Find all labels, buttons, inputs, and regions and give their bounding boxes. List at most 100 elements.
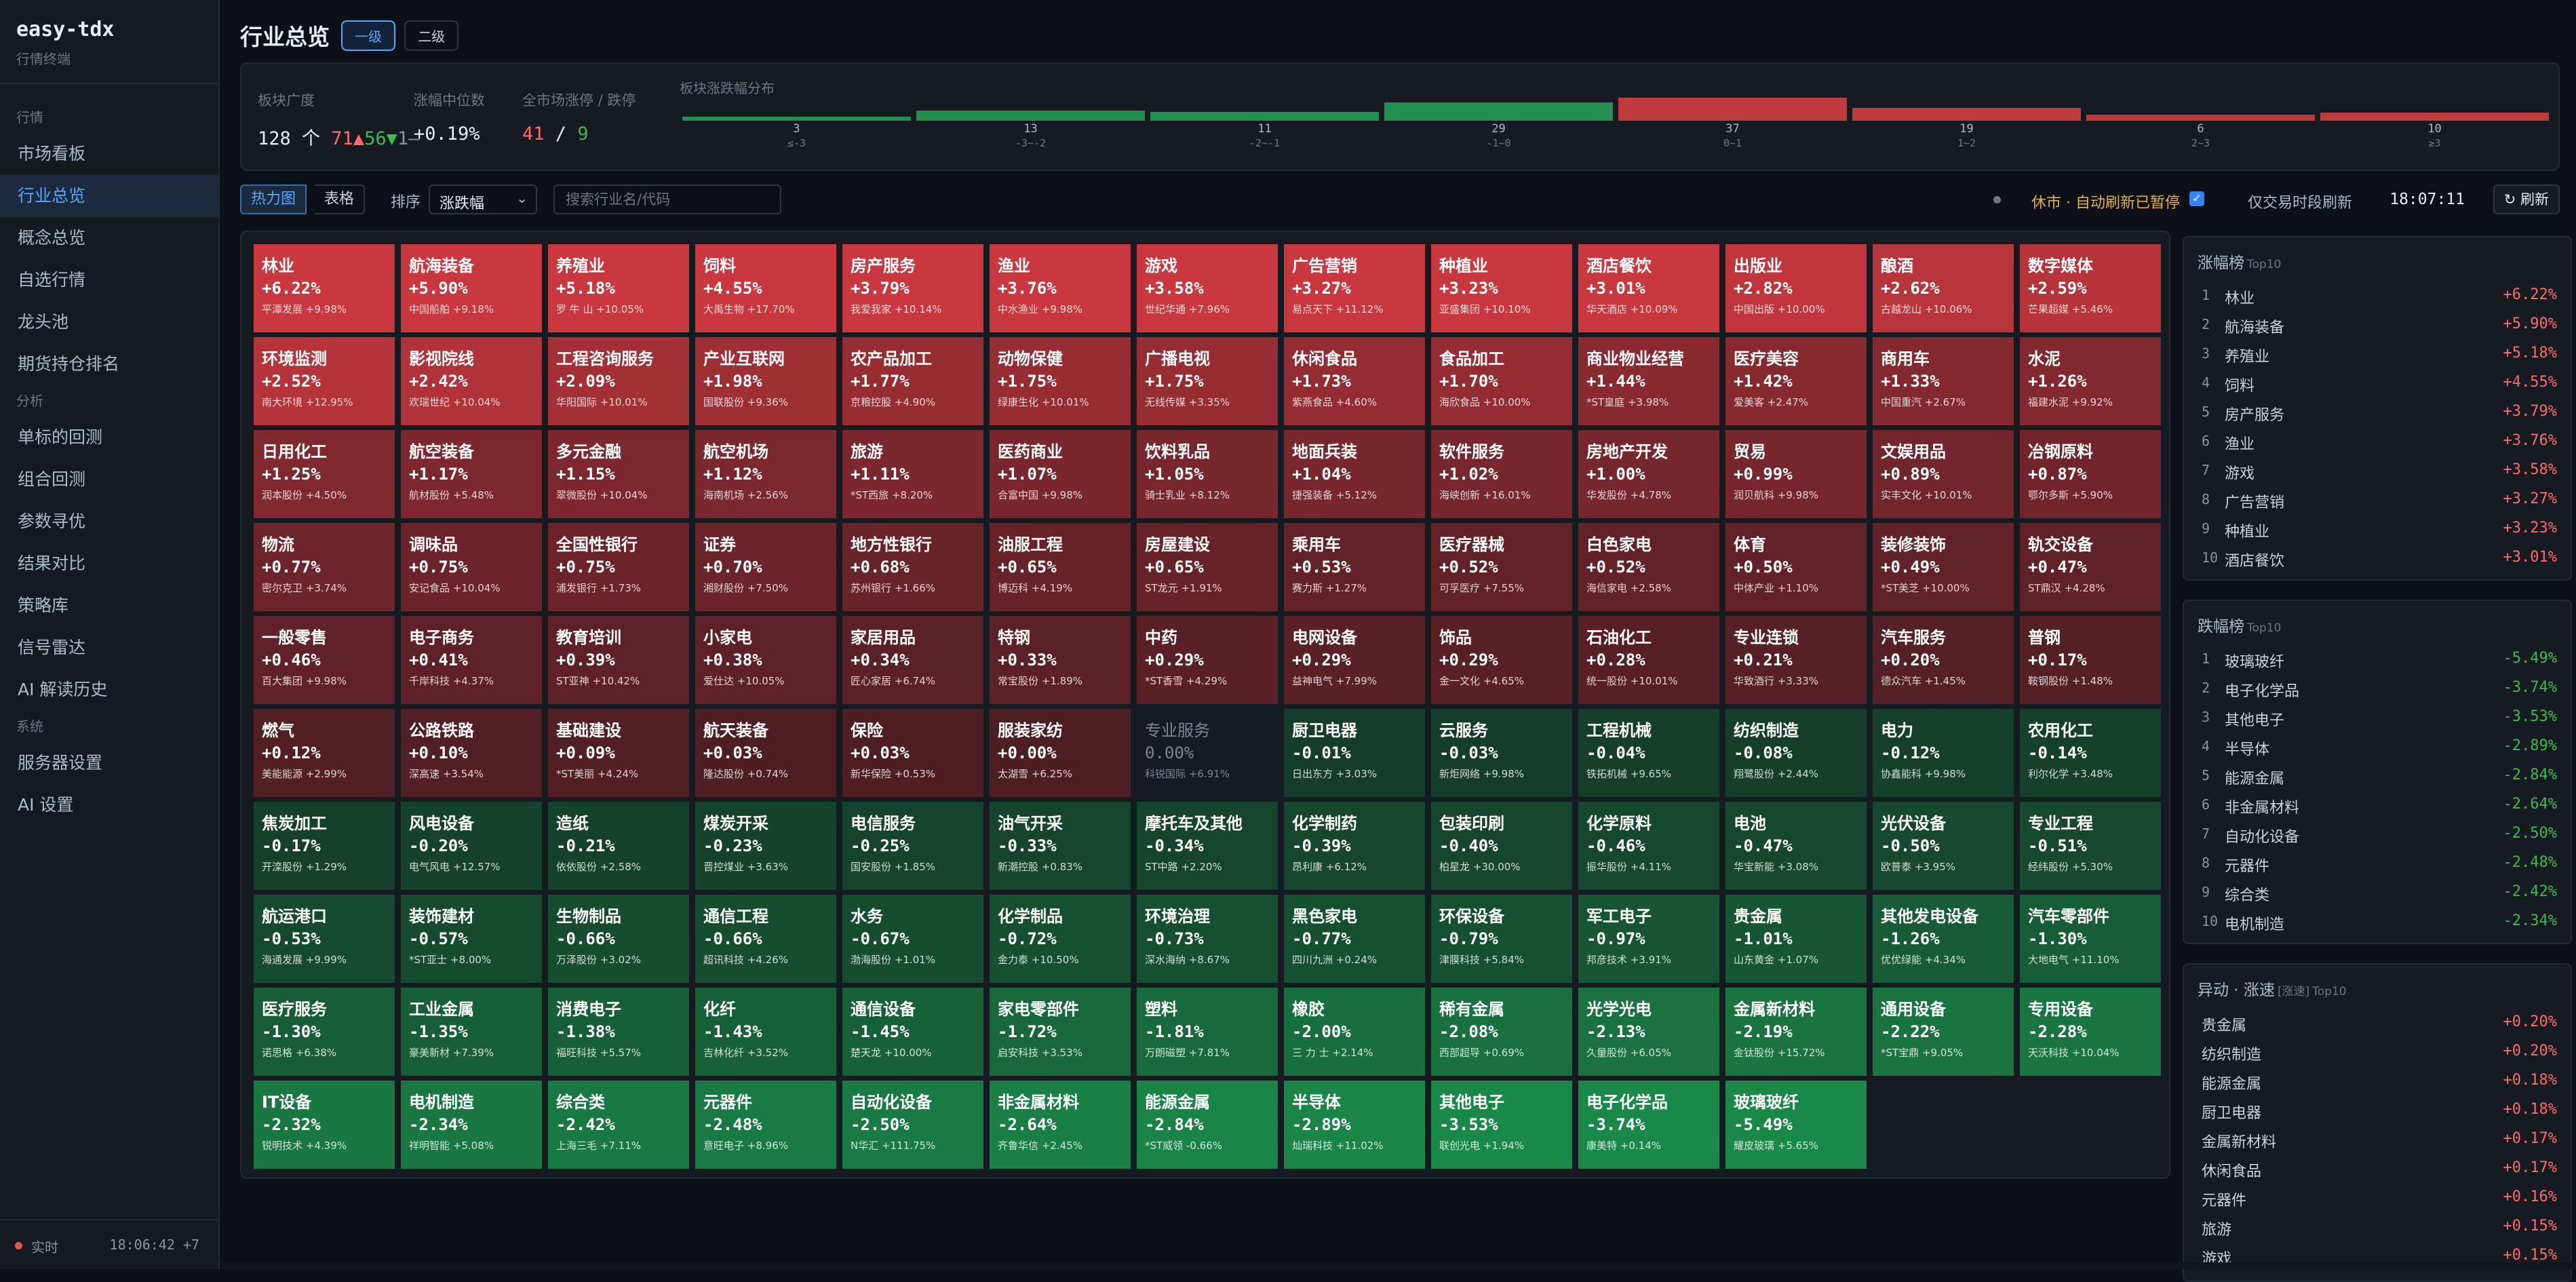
heatmap-tile[interactable]: 医疗服务 -1.30% 诺思格 +6.38% (254, 988, 395, 1076)
heatmap-tile[interactable]: 动物保健 +1.75% 绿康生化 +10.01% (990, 337, 1131, 425)
sort-select[interactable]: 涨跌幅 ⌄ (429, 184, 537, 214)
top_losers-row[interactable]: 2 电子化学品 -3.74% (2202, 674, 2557, 702)
refresh-button[interactable]: ↻ 刷新 (2493, 184, 2560, 214)
heatmap-tile[interactable]: 食品加工 +1.70% 海欣食品 +10.00% (1431, 337, 1572, 425)
heatmap-tile[interactable]: 能源金属 -2.84% *ST威领 -0.66% (1137, 1081, 1278, 1169)
heatmap-tile[interactable]: 饲料 +4.55% 大禹生物 +17.70% (695, 244, 836, 332)
heatmap-tile[interactable]: 中药 +0.29% *ST香雪 +4.29% (1137, 616, 1278, 704)
sidebar-item[interactable]: 市场看板 (18, 144, 86, 163)
sidebar-item[interactable]: 策略库 (18, 596, 69, 615)
heatmap-tile[interactable]: 家电零部件 -1.72% 启安科技 +3.53% (990, 988, 1131, 1076)
top_losers-row[interactable]: 3 其他电子 -3.53% (2202, 703, 2557, 731)
heatmap-tile[interactable]: 商业物业经营 +1.44% *ST皇庭 +3.98% (1578, 337, 1719, 425)
heatmap-tile[interactable]: 风电设备 -0.20% 电气风电 +12.57% (401, 802, 542, 890)
heatmap-tile[interactable]: 工程机械 -0.04% 铁拓机械 +9.65% (1578, 709, 1719, 797)
heatmap-tile[interactable]: 广告营销 +3.27% 易点天下 +11.12% (1284, 244, 1425, 332)
heatmap-tile[interactable]: 焦炭加工 -0.17% 开滦股份 +1.29% (254, 802, 395, 890)
heatmap-tile[interactable]: 游戏 +3.58% 世纪华通 +7.96% (1137, 244, 1278, 332)
heatmap-tile[interactable]: 酿酒 +2.62% 古越龙山 +10.06% (1873, 244, 2014, 332)
top_losers-row[interactable]: 5 能源金属 -2.84% (2202, 761, 2557, 790)
heatmap-tile[interactable]: 非金属材料 -2.64% 齐鲁华信 +2.45% (990, 1081, 1131, 1169)
heatmap-tile[interactable]: 电力 -0.12% 协鑫能科 +9.98% (1873, 709, 2014, 797)
heatmap-tile[interactable]: 林业 +6.22% 平潭发展 +9.98% (254, 244, 395, 332)
heatmap-tile[interactable]: 云服务 -0.03% 新炬网络 +9.98% (1431, 709, 1572, 797)
heatmap-tile[interactable]: 养殖业 +5.18% 罗 牛 山 +10.05% (548, 244, 689, 332)
heatmap-tile[interactable]: 航天装备 +0.03% 隆达股份 +0.74% (695, 709, 836, 797)
heatmap-tile[interactable]: 光学光电 -2.13% 久量股份 +6.05% (1578, 988, 1719, 1076)
top_losers-row[interactable]: 6 非金属材料 -2.64% (2202, 790, 2557, 819)
heatmap-tile[interactable]: 化学制药 -0.39% 昂利康 +6.12% (1284, 802, 1425, 890)
heatmap-tile[interactable]: 黑色家电 -0.77% 四川九洲 +0.24% (1284, 895, 1425, 983)
heatmap-tile[interactable]: 摩托车及其他 -0.34% ST中路 +2.20% (1137, 802, 1278, 890)
heatmap-tile[interactable]: 半导体 -2.89% 灿瑞科技 +11.02% (1284, 1081, 1425, 1169)
heatmap-tile[interactable]: 航海装备 +5.90% 中国船舶 +9.18% (401, 244, 542, 332)
heatmap-tile[interactable]: 航空装备 +1.17% 航材股份 +5.48% (401, 430, 542, 518)
heatmap-tile[interactable]: 种植业 +3.23% 亚盛集团 +10.10% (1431, 244, 1572, 332)
heatmap-tile[interactable]: 航空机场 +1.12% 海南机场 +2.56% (695, 430, 836, 518)
top_gainers-row[interactable]: 8 广告营销 +3.27% (2202, 485, 2557, 513)
top_gainers-row[interactable]: 3 养殖业 +5.18% (2202, 339, 2557, 368)
top_losers-row[interactable]: 4 半导体 -2.89% (2202, 732, 2557, 760)
heatmap-tile[interactable]: 元器件 -2.48% 意旺电子 +8.96% (695, 1081, 836, 1169)
sidebar-item[interactable]: 龙头池 (18, 312, 69, 332)
sidebar-item[interactable]: 自选行情 (18, 270, 86, 290)
top_gainers-row[interactable]: 6 渔业 +3.76% (2202, 427, 2557, 455)
heatmap-tile[interactable]: 饮料乳品 +1.05% 骑士乳业 +8.12% (1137, 430, 1278, 518)
heatmap-tile[interactable]: 装修装饰 +0.49% *ST美芝 +10.00% (1873, 523, 2014, 611)
heatmap-tile[interactable]: 工程咨询服务 +2.09% 华阳国际 +10.01% (548, 337, 689, 425)
heatmap-tile[interactable]: 玻璃玻纤 -5.49% 耀皮玻璃 +5.65% (1725, 1081, 1867, 1169)
view-tab-heatmap[interactable]: 热力图 (240, 184, 307, 214)
heatmap-tile[interactable]: 包装印刷 -0.40% 柏星龙 +30.00% (1431, 802, 1572, 890)
heatmap-tile[interactable]: 环境监测 +2.52% 南大环境 +12.95% (254, 337, 395, 425)
heatmap-tile[interactable]: 通信设备 -1.45% 楚天龙 +10.00% (842, 988, 983, 1076)
heatmap-tile[interactable]: 石油化工 +0.28% 统一股份 +10.01% (1578, 616, 1719, 704)
top_gainers-row[interactable]: 4 饲料 +4.55% (2202, 368, 2557, 397)
movers-row[interactable]: 贵金属 +0.20% (2202, 1008, 2557, 1036)
movers-row[interactable]: 纺织制造 +0.20% (2202, 1037, 2557, 1066)
heatmap-tile[interactable]: 商用车 +1.33% 中国重汽 +2.67% (1873, 337, 2014, 425)
heatmap-tile[interactable]: 休闲食品 +1.73% 紫燕食品 +4.60% (1284, 337, 1425, 425)
heatmap-tile[interactable]: 其他发电设备 -1.26% 优优绿能 +4.34% (1873, 895, 2014, 983)
sidebar-item[interactable]: 信号雷达 (18, 638, 86, 657)
heatmap-tile[interactable]: 调味品 +0.75% 安记食品 +10.04% (401, 523, 542, 611)
level-tab-2[interactable]: 二级 (404, 20, 459, 51)
heatmap-tile[interactable]: 房地产开发 +1.00% 华发股份 +4.78% (1578, 430, 1719, 518)
heatmap-tile[interactable]: 房产服务 +3.79% 我爱我家 +10.14% (842, 244, 983, 332)
heatmap-tile[interactable]: 自动化设备 -2.50% N华汇 +111.75% (842, 1081, 983, 1169)
heatmap-tile[interactable]: 证券 +0.70% 湘财股份 +7.50% (695, 523, 836, 611)
heatmap-tile[interactable]: 光伏设备 -0.50% 欧普泰 +3.95% (1873, 802, 2014, 890)
heatmap-tile[interactable]: 水务 -0.67% 渤海股份 +1.01% (842, 895, 983, 983)
heatmap-tile[interactable]: 电机制造 -2.34% 祥明智能 +5.08% (401, 1081, 542, 1169)
heatmap-tile[interactable]: 消费电子 -1.38% 福旺科技 +5.57% (548, 988, 689, 1076)
heatmap-tile[interactable]: 旅游 +1.11% *ST西旅 +8.20% (842, 430, 983, 518)
top_gainers-row[interactable]: 5 房产服务 +3.79% (2202, 397, 2557, 426)
heatmap-tile[interactable]: 影视院线 +2.42% 欢瑞世纪 +10.04% (401, 337, 542, 425)
heatmap-tile[interactable]: 电子化学品 -3.74% 康美特 +0.14% (1578, 1081, 1719, 1169)
heatmap-tile[interactable]: 农用化工 -0.14% 利尔化学 +3.48% (2020, 709, 2161, 797)
heatmap-tile[interactable]: 专用设备 -2.28% 天沃科技 +10.04% (2020, 988, 2161, 1076)
sidebar-item[interactable]: 期货持仓排名 (18, 354, 120, 374)
movers-row[interactable]: 厨卫电器 +0.18% (2202, 1095, 2557, 1124)
heatmap-tile[interactable]: 水泥 +1.26% 福建水泥 +9.92% (2020, 337, 2161, 425)
view-tab-table[interactable]: 表格 (315, 184, 366, 214)
heatmap-tile[interactable]: 地方性银行 +0.68% 苏州银行 +1.66% (842, 523, 983, 611)
sidebar-item[interactable]: 结果对比 (18, 553, 86, 573)
heatmap-tile[interactable]: 专业连锁 +0.21% 华致酒行 +3.33% (1725, 616, 1867, 704)
heatmap-tile[interactable]: 冶钢原料 +0.87% 鄂尔多斯 +5.90% (2020, 430, 2161, 518)
sidebar-item[interactable]: AI 设置 (18, 795, 74, 815)
heatmap-tile[interactable]: 软件服务 +1.02% 海峡创新 +16.01% (1431, 430, 1572, 518)
heatmap-tile[interactable]: 通用设备 -2.22% *ST宝鼎 +9.05% (1873, 988, 2014, 1076)
heatmap-tile[interactable]: 出版业 +2.82% 中国出版 +10.00% (1725, 244, 1867, 332)
heatmap-tile[interactable]: 一般零售 +0.46% 百大集团 +9.98% (254, 616, 395, 704)
heatmap-tile[interactable]: 化学制品 -0.72% 金力泰 +10.50% (990, 895, 1131, 983)
heatmap-tile[interactable]: 厨卫电器 -0.01% 日出东方 +3.03% (1284, 709, 1425, 797)
heatmap-tile[interactable]: 体育 +0.50% 中体产业 +1.10% (1725, 523, 1867, 611)
heatmap-tile[interactable]: 造纸 -0.21% 依依股份 +2.58% (548, 802, 689, 890)
sidebar-item[interactable]: 组合回测 (18, 469, 86, 489)
top_losers-row[interactable]: 1 玻璃玻纤 -5.49% (2202, 644, 2557, 673)
heatmap-tile[interactable]: IT设备 -2.32% 锐明技术 +4.39% (254, 1081, 395, 1169)
heatmap-tile[interactable]: 油服工程 +0.65% 博迈科 +4.19% (990, 523, 1131, 611)
heatmap-tile[interactable]: 医疗器械 +0.52% 可孚医疗 +7.55% (1431, 523, 1572, 611)
heatmap-tile[interactable]: 塑料 -1.81% 万朗磁塑 +7.81% (1137, 988, 1278, 1076)
heatmap-tile[interactable]: 化学原料 -0.46% 振华股份 +4.11% (1578, 802, 1719, 890)
